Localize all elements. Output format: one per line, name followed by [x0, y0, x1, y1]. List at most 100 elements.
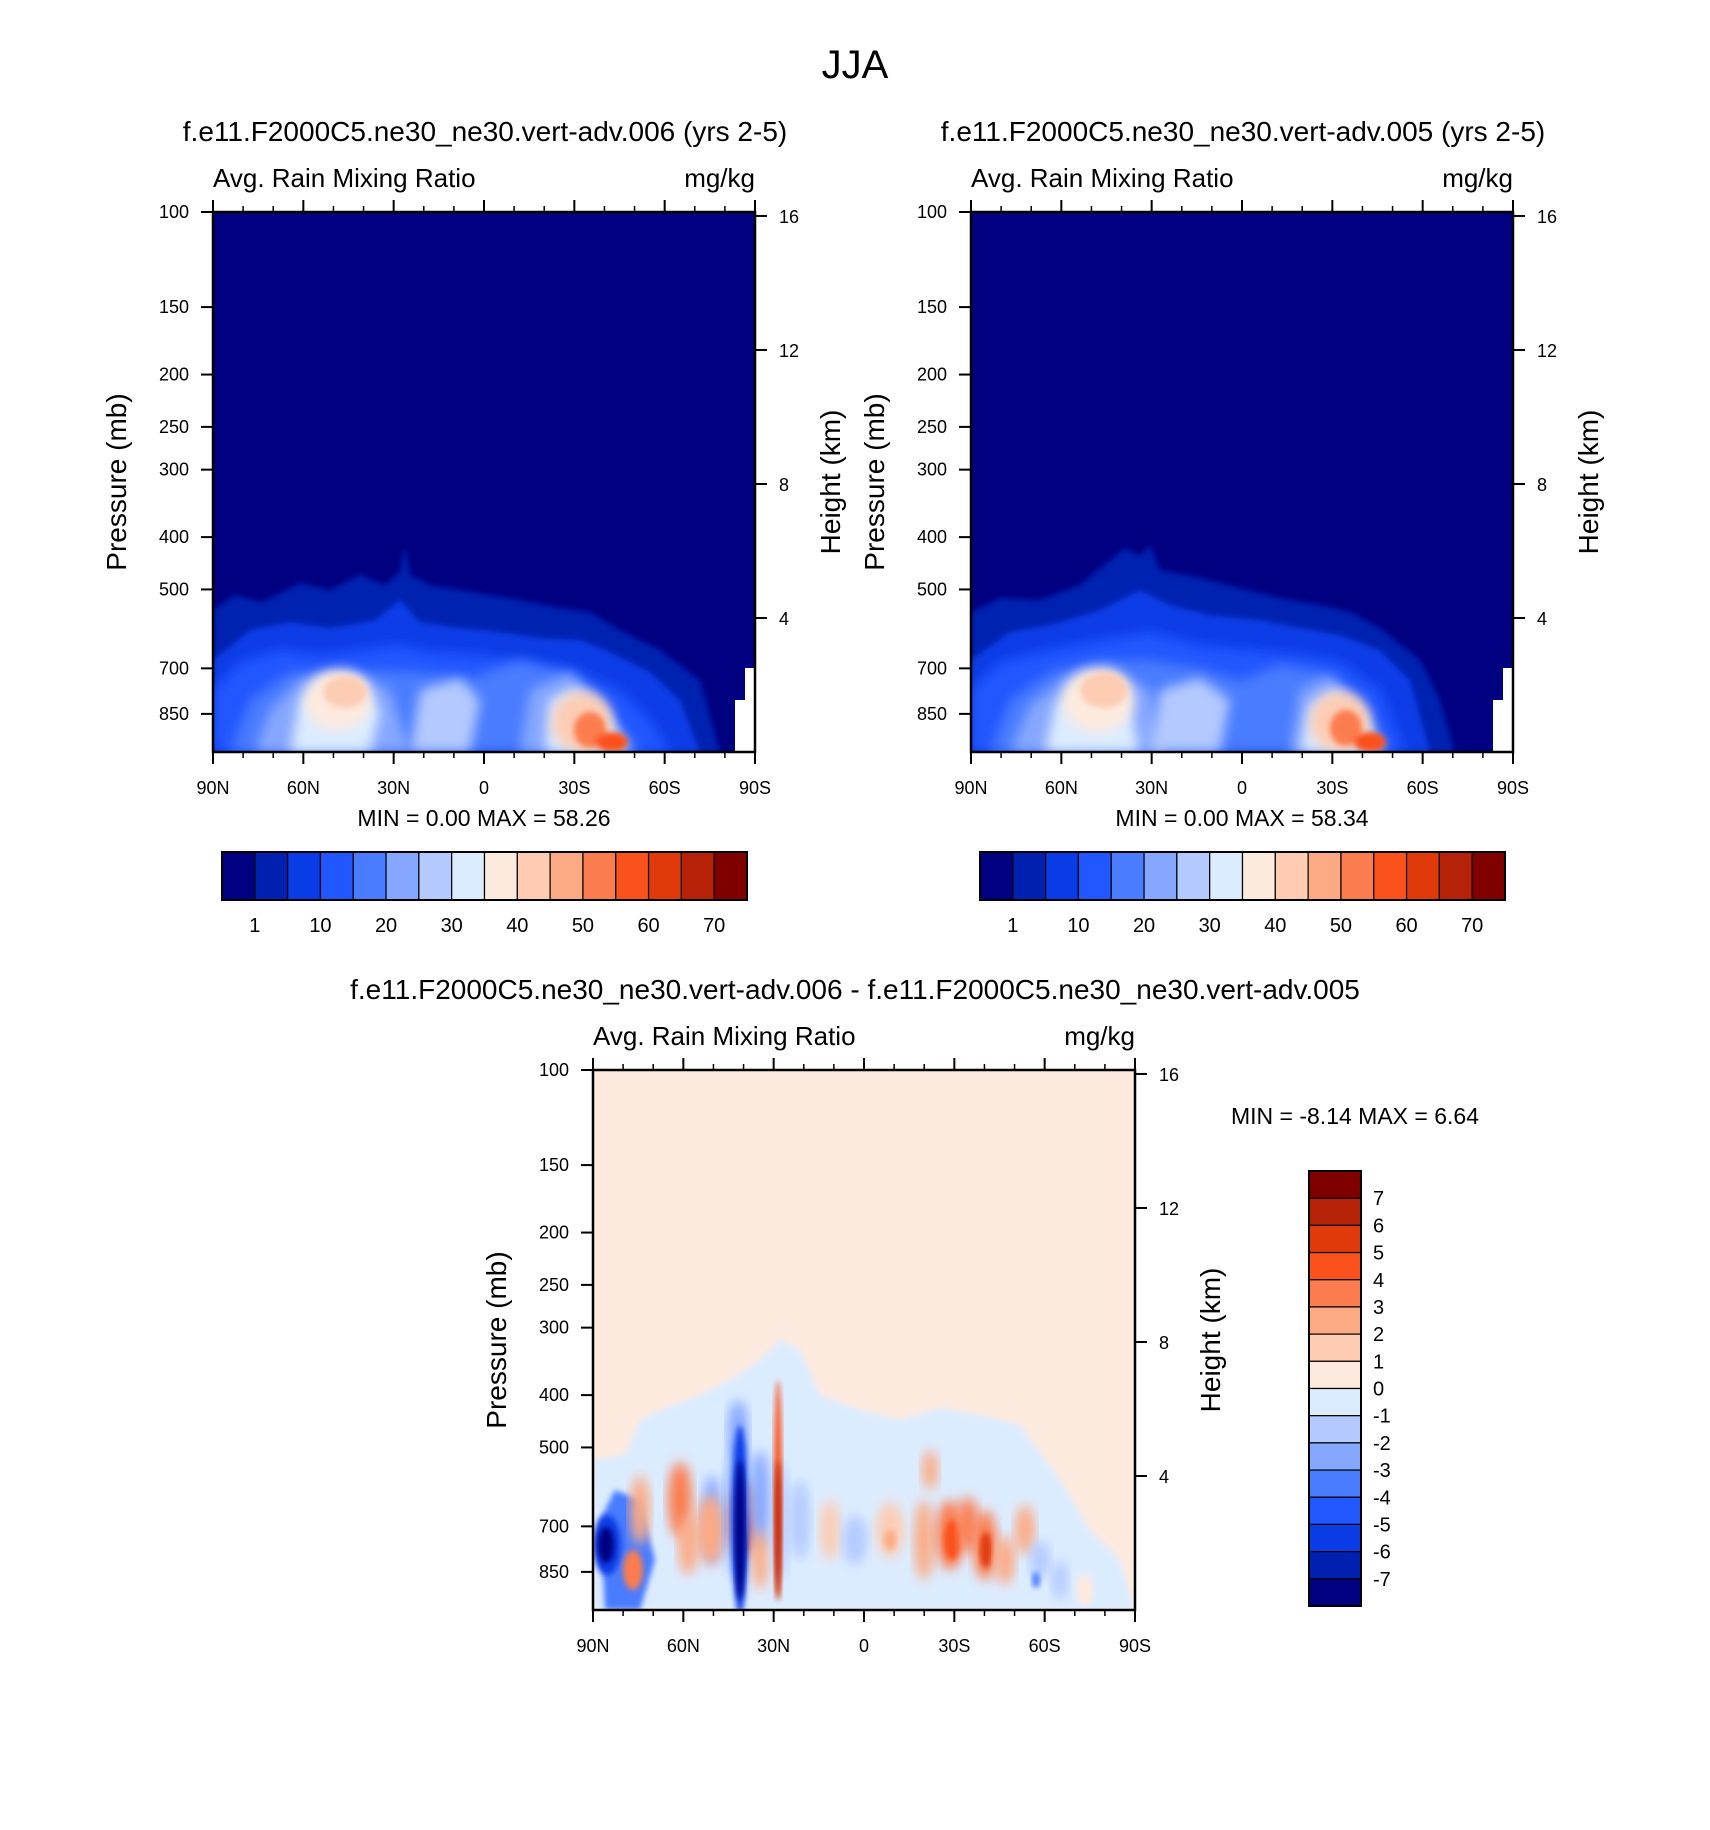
- colorbar-swatch: [352, 851, 387, 901]
- y-axis-label: Pressure (mb): [101, 393, 132, 570]
- colorbar-swatch: [418, 851, 453, 901]
- variable-label: Avg. Rain Mixing Ratio: [593, 1021, 856, 1051]
- colorbar-swatch: [1308, 1224, 1362, 1254]
- colorbar-label: 60: [1395, 915, 1417, 937]
- colorbar-label: -5: [1373, 1514, 1391, 1536]
- colorbar-swatch: [1274, 851, 1309, 901]
- y-right-tick-label: 16: [779, 207, 799, 227]
- colorbar-swatch: [1110, 851, 1145, 901]
- colorbar-swatch: [1077, 851, 1112, 901]
- colorbar-swatch: [680, 851, 715, 901]
- axis-ticks: 100 150 200 250 300 400 500 700 850 16 12 8 4 90N 60N 3…: [539, 1058, 1179, 1656]
- colorbar-label: 10: [1067, 915, 1089, 937]
- figure-title: JJA: [822, 43, 889, 87]
- panel-left: f.e11.F2000C5.ne30_ne30.vert-adv.006 (yr…: [101, 116, 846, 937]
- x-tick-label: 0: [1237, 778, 1247, 798]
- colorbar-swatch: [582, 851, 617, 901]
- colorbar-swatch: [549, 851, 584, 901]
- colorbar-swatch: [1045, 851, 1080, 901]
- colorbar-label: 1: [249, 915, 260, 937]
- colorbar-swatch: [1405, 851, 1440, 901]
- x-tick-label: 0: [859, 1636, 869, 1656]
- colorbar: 7 6 5 4 3 2 1 0 -1 -2 -3 -4 -5 -6 -7: [1308, 1170, 1391, 1607]
- y-tick-label: 850: [917, 704, 947, 724]
- colorbar-label: 5: [1373, 1243, 1384, 1265]
- colorbar-label: -6: [1373, 1542, 1391, 1564]
- colorbar-swatch: [647, 851, 682, 901]
- colorbar-swatch: [1438, 851, 1473, 901]
- units-label: mg/kg: [1064, 1021, 1135, 1051]
- colorbar-swatch: [1308, 1170, 1362, 1199]
- contour-field: [213, 212, 755, 752]
- min-max-stats: MIN = -8.14 MAX = 6.64: [1231, 1103, 1479, 1129]
- colorbar-swatch: [615, 851, 650, 901]
- colorbar-swatch: [516, 851, 551, 901]
- colorbar-swatch: [1373, 851, 1408, 901]
- colorbar-swatch: [1308, 1442, 1362, 1471]
- colorbar-swatch: [1308, 1360, 1362, 1390]
- colorbar-swatch: [287, 851, 322, 901]
- colorbar: 1 10 20 30 40 50 60 70: [979, 851, 1506, 937]
- x-tick-label: 60S: [649, 778, 681, 798]
- y-right-tick-label: 12: [1159, 1199, 1179, 1219]
- colorbar-swatch: [385, 851, 420, 901]
- x-tick-label: 30N: [757, 1636, 790, 1656]
- colorbar-swatch: [1308, 1251, 1362, 1281]
- colorbar-swatch: [713, 851, 748, 901]
- colorbar-label: -4: [1373, 1487, 1391, 1509]
- y-right-tick-label: 12: [1537, 341, 1557, 361]
- colorbar-label: -1: [1373, 1406, 1391, 1428]
- y-axis-label: Pressure (mb): [481, 1251, 512, 1428]
- y-tick-label: 100: [539, 1060, 569, 1080]
- y-axis-right-label: Height (km): [815, 410, 846, 555]
- axis-ticks: 100 150 200 250 300 400 500 700 850 16 12 8 4 90N 60N 3…: [159, 200, 799, 798]
- colorbar-label: 60: [637, 915, 659, 937]
- colorbar-swatch: [1471, 851, 1506, 901]
- colorbar-swatch: [1308, 1415, 1362, 1444]
- case-title: f.e11.F2000C5.ne30_ne30.vert-adv.006 - f…: [350, 974, 1360, 1005]
- colorbar-label: 30: [441, 915, 463, 937]
- y-right-tick-label: 4: [1159, 1467, 1169, 1487]
- colorbar-swatch: [319, 851, 354, 901]
- colorbar-label: 50: [572, 915, 594, 937]
- x-tick-label: 90S: [1119, 1636, 1151, 1656]
- y-tick-label: 300: [917, 460, 947, 480]
- colorbar-swatch: [254, 851, 289, 901]
- colorbar-label: 6: [1373, 1215, 1384, 1237]
- colorbar-swatch: [221, 851, 256, 901]
- y-tick-label: 100: [917, 202, 947, 222]
- x-tick-label: 30N: [377, 778, 410, 798]
- y-tick-label: 250: [917, 417, 947, 437]
- colorbar-swatch: [1308, 1197, 1362, 1226]
- colorbar-swatch: [1308, 1496, 1362, 1526]
- y-tick-label: 150: [159, 297, 189, 317]
- colorbar-label: 3: [1373, 1297, 1384, 1319]
- colorbar-label: 0: [1373, 1379, 1384, 1401]
- x-tick-label: 30S: [938, 1636, 970, 1656]
- colorbar-label: -7: [1373, 1569, 1391, 1591]
- colorbar-swatch: [1340, 851, 1375, 901]
- y-tick-label: 400: [159, 527, 189, 547]
- y-tick-label: 300: [539, 1318, 569, 1338]
- y-axis-right-label: Height (km): [1195, 1268, 1226, 1413]
- y-right-tick-label: 16: [1159, 1065, 1179, 1085]
- colorbar-label: 30: [1199, 915, 1221, 937]
- colorbar-label: -3: [1373, 1460, 1391, 1482]
- y-tick-label: 250: [539, 1275, 569, 1295]
- colorbar-label: 20: [375, 915, 397, 937]
- colorbar-swatch: [1308, 1578, 1362, 1607]
- colorbar-label: -2: [1373, 1433, 1391, 1455]
- y-tick-label: 700: [539, 1516, 569, 1536]
- x-tick-label: 60N: [287, 778, 320, 798]
- y-tick-label: 500: [917, 579, 947, 599]
- y-right-tick-label: 16: [1537, 207, 1557, 227]
- colorbar-swatch: [1308, 1469, 1362, 1498]
- x-tick-label: 90N: [576, 1636, 609, 1656]
- colorbar-swatch: [1308, 1523, 1362, 1553]
- x-tick-label: 30S: [1316, 778, 1348, 798]
- variable-label: Avg. Rain Mixing Ratio: [213, 163, 476, 193]
- colorbar-swatch: [1308, 1306, 1362, 1335]
- colorbar-swatch: [1308, 1279, 1362, 1308]
- y-tick-label: 300: [159, 460, 189, 480]
- y-tick-label: 500: [159, 579, 189, 599]
